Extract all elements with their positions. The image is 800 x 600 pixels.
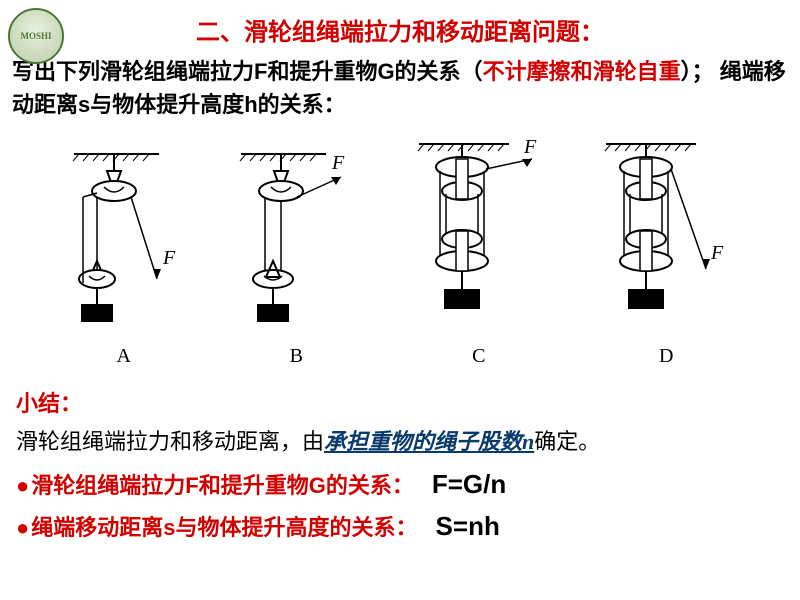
pulley-diagrams: F A F B [0, 121, 800, 374]
formula-force: F=G/n [432, 469, 506, 500]
diagram-a: F A [69, 149, 179, 368]
prompt-part1: 写出下列滑轮组绳端拉力F和提升重物G的关系（ [12, 59, 483, 84]
diagram-c: F C [414, 139, 544, 368]
formula-distance: S=nh [436, 511, 500, 542]
summary-sentence: 滑轮组绳端拉力和移动距离，由承担重物的绳子股数n确定。 [0, 422, 800, 458]
force-label-b: F [331, 152, 345, 174]
summary-key: 承担重物的绳子股数n [324, 429, 534, 454]
relation-distance: ● 绳端移动距离s与物体提升高度的关系： S=nh [0, 500, 800, 542]
logo-text: MOSHI [20, 31, 51, 41]
force-label-d: F [710, 242, 724, 264]
relation-force: ● 滑轮组绳端拉力F和提升重物G的关系： F=G/n [0, 458, 800, 500]
force-label-c: F [523, 139, 537, 158]
diagram-d: F D [601, 139, 731, 368]
relation-distance-text: 绳端移动距离s与物体提升高度的关系： [31, 510, 417, 542]
summary-heading: 小结： [0, 374, 800, 422]
diagram-b: F B [236, 149, 356, 368]
label-a: A [117, 345, 131, 368]
label-b: B [290, 345, 303, 368]
force-label-a: F [162, 247, 176, 269]
summary-text2: 确定。 [534, 429, 600, 454]
relation-force-text: 滑轮组绳端拉力F和提升重物G的关系： [31, 468, 414, 500]
label-d: D [659, 345, 673, 368]
bullet-icon: ● [16, 515, 29, 541]
summary-text1: 滑轮组绳端拉力和移动距离，由 [16, 429, 324, 454]
label-c: C [472, 345, 485, 368]
bullet-icon: ● [16, 473, 29, 499]
section-title: 二、滑轮组绳端拉力和移动距离问题： [0, 0, 800, 47]
question-prompt: 写出下列滑轮组绳端拉力F和提升重物G的关系（不计摩擦和滑轮自重）； 绳端移动距离… [0, 47, 800, 121]
school-logo: MOSHI [8, 8, 64, 64]
prompt-condition: 不计摩擦和滑轮自重 [483, 59, 681, 84]
